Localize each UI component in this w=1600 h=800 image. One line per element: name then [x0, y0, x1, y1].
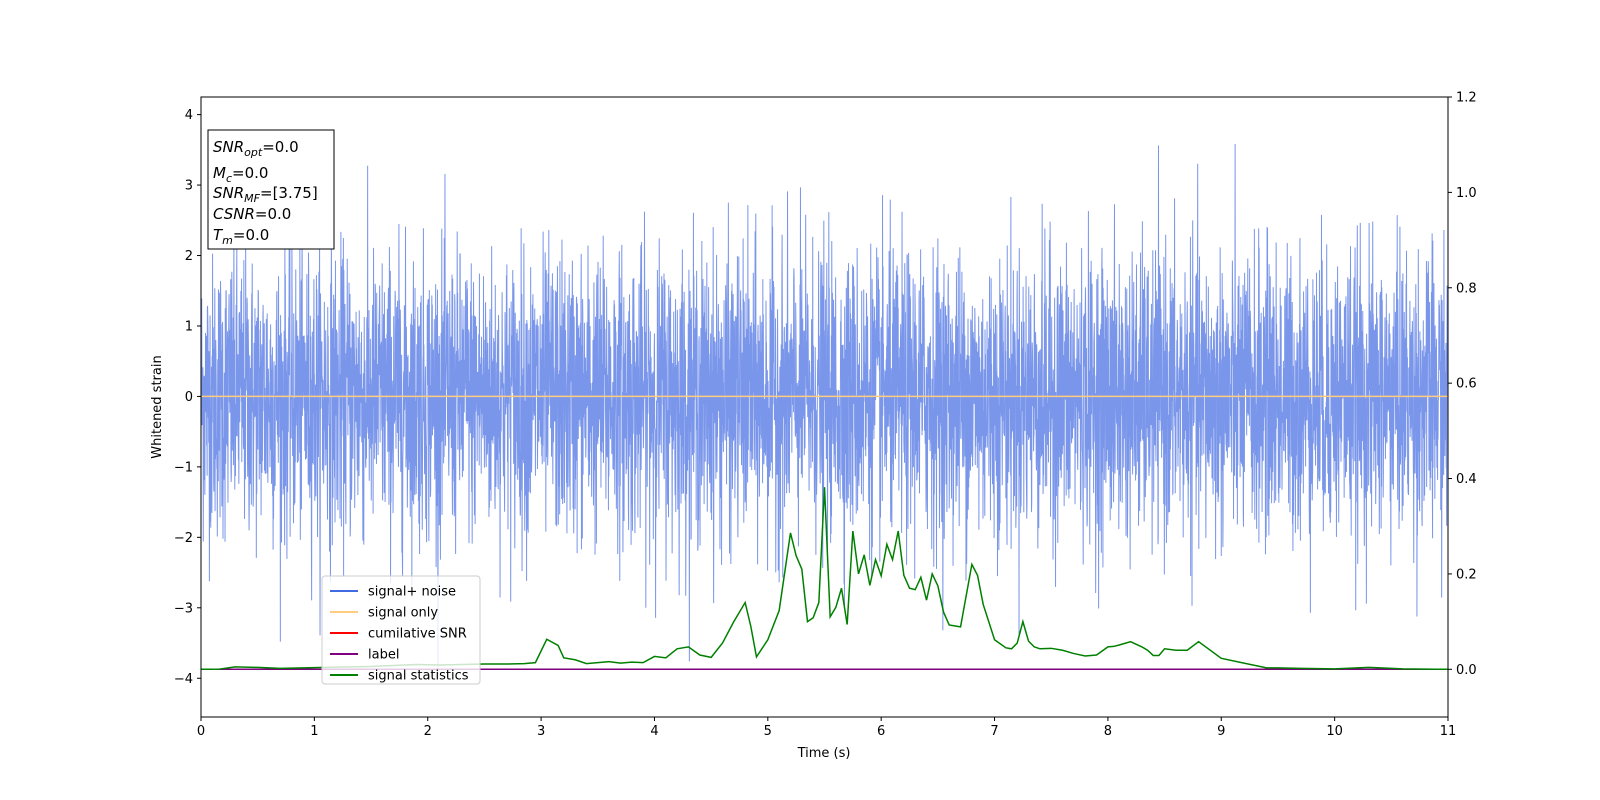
info-csnr: CSNR=0.0	[213, 205, 291, 223]
y2-tick-label: 0.6	[1456, 377, 1477, 392]
y2-axis-ticks: 1.2 1.0 0.8 0.6 0.4 0.2 0.0	[1448, 91, 1477, 678]
x-axis-ticks: 0 1 2 3 4 5 6 7 8 9 10 11	[197, 717, 1456, 739]
info-box: SNRopt=0.0 Mc=0.0 SNRMF=[3.75] CSNR=0.0 …	[207, 129, 335, 250]
legend-label: signal+ noise	[368, 585, 456, 600]
x-tick-label: 8	[1104, 724, 1112, 739]
y-tick-label: 4	[185, 108, 193, 123]
legend-label: signal statistics	[368, 669, 469, 684]
y-tick-label: 2	[185, 249, 193, 264]
x-tick-label: 5	[764, 724, 772, 739]
legend-label: cumilative SNR	[368, 627, 467, 642]
x-tick-label: 4	[650, 724, 658, 739]
x-tick-label: 0	[197, 724, 205, 739]
y2-tick-label: 1.2	[1456, 91, 1477, 106]
y-tick-label: −1	[174, 460, 193, 475]
x-axis-title: Time (s)	[797, 746, 851, 761]
x-tick-label: 1	[310, 724, 318, 739]
x-tick-label: 11	[1440, 724, 1457, 739]
x-tick-label: 6	[877, 724, 885, 739]
y2-tick-label: 0.0	[1456, 663, 1477, 678]
y-axis-title: Whitened strain	[150, 355, 165, 458]
y2-tick-label: 0.4	[1456, 472, 1477, 487]
x-tick-label: 10	[1326, 724, 1343, 739]
y-tick-label: 1	[185, 319, 193, 334]
info-mc: Mc=0.0	[213, 164, 268, 185]
legend-label: signal only	[368, 606, 438, 621]
y-tick-label: −3	[174, 601, 193, 616]
series-signal-noise	[201, 143, 1448, 679]
legend-frame	[321, 575, 481, 685]
info-box-frame	[207, 129, 335, 250]
x-tick-label: 7	[990, 724, 998, 739]
y2-tick-label: 0.8	[1456, 281, 1477, 296]
info-snr-opt: SNRopt=0.0	[213, 138, 299, 159]
y2-tick-label: 0.2	[1456, 567, 1477, 582]
y-tick-label: −4	[174, 672, 193, 687]
legend: signal+ noise signal only cumilative SNR la…	[321, 575, 481, 685]
y-tick-label: −2	[174, 531, 193, 546]
x-tick-label: 3	[537, 724, 545, 739]
legend-items: signal+ noise signal only cumilative SNR la…	[330, 585, 469, 684]
y-tick-label: 3	[185, 179, 193, 194]
y-tick-label: 0	[185, 390, 193, 405]
plot-frame	[200, 96, 1449, 718]
y2-tick-label: 1.0	[1456, 186, 1477, 201]
x-tick-label: 2	[424, 724, 432, 739]
legend-label: label	[368, 648, 399, 663]
y-axis-ticks: 4 3 2 1 0 −1 −2 −3 −4	[174, 108, 201, 687]
series-signal-statistics	[201, 487, 1448, 671]
info-tm: Tm=0.0	[213, 226, 269, 247]
info-snr-mf: SNRMF=[3.75]	[213, 184, 318, 205]
x-tick-label: 9	[1217, 724, 1225, 739]
